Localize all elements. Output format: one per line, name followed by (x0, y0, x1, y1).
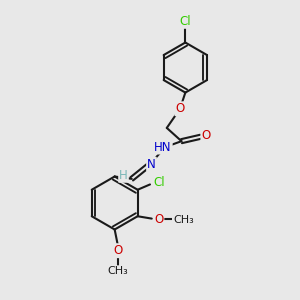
Text: N: N (147, 158, 156, 171)
Text: CH₃: CH₃ (107, 266, 128, 276)
Text: Cl: Cl (179, 15, 191, 28)
Text: HN: HN (154, 141, 172, 154)
Text: O: O (176, 102, 185, 115)
Text: H: H (119, 169, 128, 182)
Text: O: O (154, 213, 164, 226)
Text: O: O (113, 244, 122, 257)
Text: Cl: Cl (153, 176, 165, 189)
Text: O: O (201, 129, 211, 142)
Text: CH₃: CH₃ (173, 215, 194, 225)
